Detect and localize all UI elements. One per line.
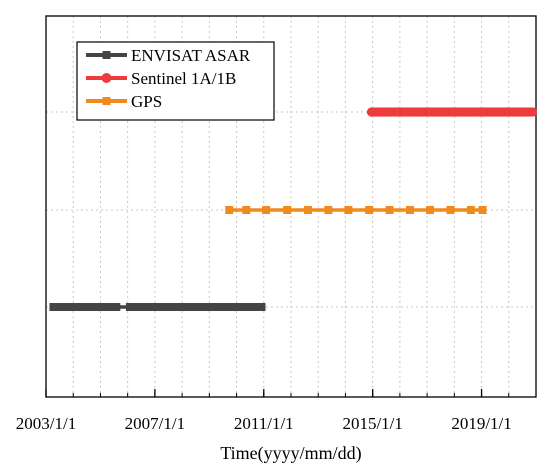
series-gps: [225, 206, 487, 214]
data-point: [406, 206, 415, 214]
data-point: [283, 206, 292, 214]
data-point: [112, 303, 121, 311]
data-point: [53, 303, 62, 311]
data-point: [466, 206, 475, 214]
x-axis: 2003/1/1 2007/1/1 2011/1/1 2015/1/1 2019/1/1: [16, 389, 537, 433]
data-point: [324, 206, 333, 214]
series-layer: [49, 107, 538, 311]
data-point: [344, 206, 353, 214]
x-tick-label: 2011/1/1: [234, 414, 294, 433]
x-tick-label: 2015/1/1: [342, 414, 402, 433]
data-point: [365, 206, 374, 214]
series-envisat-asar: [49, 303, 266, 311]
legend-marker: [102, 97, 111, 105]
data-point: [262, 206, 271, 214]
data-point: [102, 303, 111, 311]
legend-marker: [101, 73, 112, 83]
data-point: [107, 303, 116, 311]
data-point: [478, 206, 487, 214]
legend-item: ENVISAT ASAR: [86, 46, 251, 65]
legend-marker: [102, 51, 111, 59]
x-axis-title: Time(yyyy/mm/dd): [220, 443, 361, 464]
data-point: [385, 206, 394, 214]
x-tick-label: 2019/1/1: [451, 414, 511, 433]
x-tick-label: 2007/1/1: [125, 414, 185, 433]
series-sentinel-1a-1b: [366, 107, 538, 117]
legend-label: Sentinel 1A/1B: [131, 69, 236, 88]
data-point: [303, 206, 312, 214]
legend-item: Sentinel 1A/1B: [86, 69, 236, 88]
legend-item: GPS: [86, 92, 162, 111]
data-point: [446, 206, 455, 214]
data-point: [225, 206, 234, 214]
legend-label: GPS: [131, 92, 162, 111]
data-point: [257, 303, 266, 311]
data-point: [527, 107, 538, 117]
data-point: [242, 206, 251, 214]
legend: ENVISAT ASAR Sentinel 1A/1B GPS: [76, 41, 275, 121]
legend-label: ENVISAT ASAR: [131, 46, 251, 65]
x-tick-label: 2003/1/1: [16, 414, 76, 433]
data-point: [98, 303, 107, 311]
data-point: [426, 206, 435, 214]
